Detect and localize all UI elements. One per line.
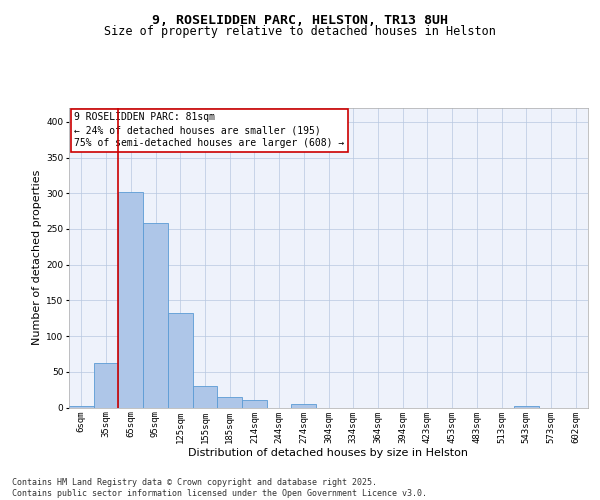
Text: 9 ROSELIDDEN PARC: 81sqm
← 24% of detached houses are smaller (195)
75% of semi-: 9 ROSELIDDEN PARC: 81sqm ← 24% of detach… (74, 112, 344, 148)
Text: 9, ROSELIDDEN PARC, HELSTON, TR13 8UH: 9, ROSELIDDEN PARC, HELSTON, TR13 8UH (152, 14, 448, 27)
Bar (69, 406, 94, 407)
Bar (292, 404, 316, 407)
Bar (193, 386, 217, 407)
Bar (168, 312, 193, 408)
Bar (217, 397, 242, 407)
Bar (94, 363, 118, 408)
Bar (118, 192, 143, 408)
Bar (242, 400, 267, 407)
X-axis label: Distribution of detached houses by size in Helston: Distribution of detached houses by size … (188, 448, 469, 458)
Text: Contains HM Land Registry data © Crown copyright and database right 2025.
Contai: Contains HM Land Registry data © Crown c… (12, 478, 427, 498)
Bar (514, 406, 539, 407)
Y-axis label: Number of detached properties: Number of detached properties (32, 170, 42, 345)
Text: Size of property relative to detached houses in Helston: Size of property relative to detached ho… (104, 25, 496, 38)
Bar (143, 223, 168, 408)
